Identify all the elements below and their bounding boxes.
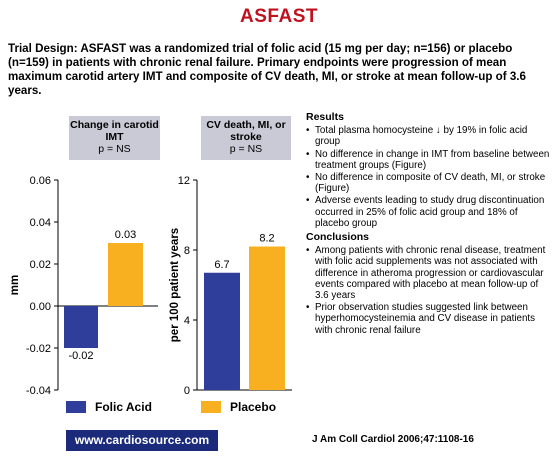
citation: J Am Coll Cardiol 2006;47:1108-16 — [312, 434, 474, 445]
y-tick-label: 12 — [178, 175, 190, 187]
panel-title-imt: Change in carotid IMT — [70, 119, 159, 143]
conclusions-heading: Conclusions — [306, 231, 370, 244]
panel-label-imt: Change in carotid IMT p = NS — [69, 116, 160, 160]
p-value-imt: p = NS — [98, 143, 131, 155]
conclusion-item: Prior observation studies suggested link… — [306, 302, 552, 336]
y-tick-label: 0 — [184, 385, 190, 397]
result-item: Adverse events leading to study drug dis… — [306, 195, 552, 229]
bar-placebo — [108, 243, 143, 306]
data-label: 0.03 — [115, 229, 136, 241]
legend-label-folic-acid: Folic Acid — [95, 400, 152, 414]
p-value-cv: p = NS — [229, 143, 263, 155]
y-tick-label: 4 — [184, 315, 190, 327]
result-item: Total plasma homocysteine ↓ by 19% in fo… — [306, 125, 552, 147]
y-tick-label: 0.06 — [30, 175, 51, 187]
legend-folic-acid: Folic Acid — [66, 400, 152, 414]
results-heading: Results — [306, 111, 344, 123]
legend-label-placebo: Placebo — [230, 400, 277, 414]
bar-folic-acid — [204, 272, 240, 390]
legend-placebo: Placebo — [201, 400, 276, 414]
slide-title: ASFAST — [240, 6, 318, 27]
trial-design-text: Trial Design: ASFAST was a randomized tr… — [8, 42, 526, 97]
y-tick-label: 0.00 — [30, 301, 51, 313]
y-axis-label: per 100 patient years — [169, 228, 181, 342]
conclusion-item: Among patients with chronic renal diseas… — [306, 245, 552, 301]
data-label: 8.2 — [259, 233, 274, 245]
data-label: -0.02 — [68, 350, 93, 362]
legend-swatch-folic-acid — [66, 401, 86, 413]
result-item: No difference in composite of CV death, … — [306, 172, 552, 194]
y-tick-label: -0.04 — [26, 385, 51, 397]
conclusions-list: Among patients with chronic renal diseas… — [306, 245, 552, 336]
bar-placebo — [249, 246, 285, 390]
results-panel: Results Total plasma homocysteine ↓ by 1… — [306, 111, 552, 339]
data-label: 6.7 — [214, 259, 229, 271]
results-list: Total plasma homocysteine ↓ by 19% in fo… — [306, 125, 552, 229]
website-link[interactable]: www.cardiosource.com — [66, 430, 218, 451]
bar-folic-acid — [64, 306, 98, 348]
y-tick-label: 0.02 — [30, 259, 51, 271]
y-tick-label: 8 — [184, 245, 190, 257]
y-tick-label: -0.02 — [26, 343, 51, 355]
panel-title-cv: CV death, MI, or stroke — [206, 119, 286, 143]
legend-swatch-placebo — [201, 401, 221, 413]
result-item: No difference in change in IMT from base… — [306, 149, 552, 171]
panel-label-cv: CV death, MI, or stroke p = NS — [201, 116, 291, 160]
y-axis-label: mm — [9, 275, 21, 295]
y-tick-label: 0.04 — [30, 217, 51, 229]
